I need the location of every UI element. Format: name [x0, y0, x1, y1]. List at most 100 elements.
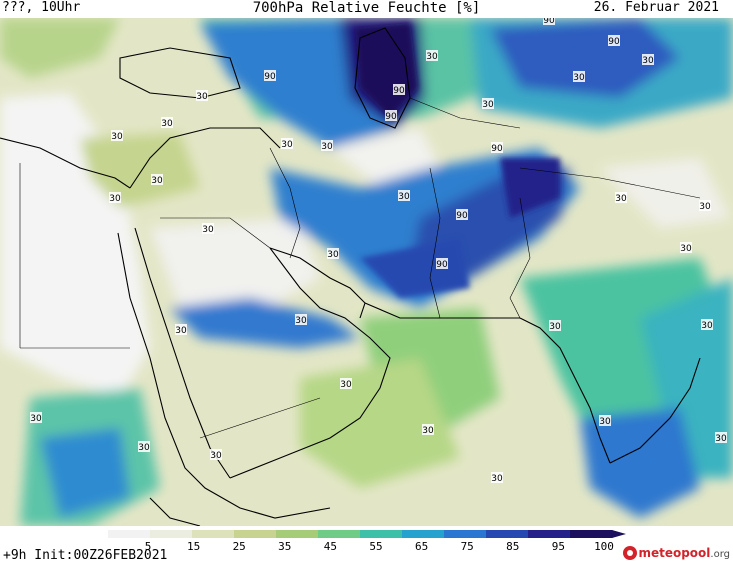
contour-label: 90 [608, 35, 620, 47]
contour-label-text: 30 [196, 92, 208, 102]
contour-label-bg [699, 200, 711, 211]
contour-label-text: 30 [615, 194, 627, 204]
contour-label: 90 [436, 258, 448, 270]
colorbar-swatch [108, 530, 151, 538]
humid-core-afghan [500, 158, 560, 218]
contour-label-text: 30 [491, 474, 503, 484]
colorbar-end-arrow [612, 530, 626, 538]
contour-label: 90 [491, 142, 503, 154]
contour-label: 30 [549, 320, 561, 332]
contour-label-text: 90 [393, 86, 405, 96]
contour-label-bg [111, 130, 123, 141]
border-saudi-north [160, 217, 271, 249]
coast-india-east [609, 357, 701, 464]
contour-label-text: 30 [340, 380, 352, 390]
contour-label-text: 30 [295, 316, 307, 326]
border-iran-afghan [429, 167, 441, 319]
contour-label-text: 30 [111, 132, 123, 142]
contour-label: 30 [715, 432, 727, 444]
contour-label-bg [109, 192, 121, 203]
brand-logo[interactable]: meteopool.org [623, 546, 730, 560]
header-date: 26. Februar 2021 [593, 0, 719, 15]
colorbar-swatch [234, 530, 277, 538]
contour-label-bg [175, 324, 187, 335]
colorbar-tick-label: 5 [144, 540, 152, 553]
contour-label: 30 [30, 412, 42, 424]
contour-label-bg [456, 209, 468, 220]
contour-label: 30 [210, 449, 222, 461]
contour-label-text: 90 [543, 18, 555, 26]
humid-zone-northwest [0, 18, 120, 78]
contour-label: 90 [543, 18, 555, 26]
contour-label-text: 90 [608, 37, 620, 47]
contour-label-bg [573, 71, 585, 82]
contour-label-bg [482, 98, 494, 109]
contour-label: 30 [161, 117, 173, 129]
humid-zone-arabia-band [170, 298, 360, 348]
humid-zone-east-core [490, 18, 680, 98]
contour-label-text: 30 [202, 225, 214, 235]
brand-logo-icon [623, 546, 638, 560]
contour-label-bg [543, 18, 555, 25]
contour-label-text: 30 [281, 140, 293, 150]
contour-label-bg [615, 192, 627, 203]
colorbar-tick-label: 55 [369, 540, 383, 553]
contour-label-text: 30 [30, 414, 42, 424]
contour-label: 30 [422, 424, 434, 436]
contour-label: 30 [642, 54, 654, 66]
init-time-label: +9h Init:00Z26FEB2021 [3, 548, 168, 563]
contour-label-text: 30 [321, 142, 333, 152]
colorbar-swatch [402, 530, 445, 538]
contour-label-text: 30 [327, 250, 339, 260]
contour-label: 30 [196, 90, 208, 102]
colorbar-swatch [318, 530, 361, 538]
colorbar-tick-label: 15 [186, 540, 201, 553]
coast-mediterranean [0, 137, 131, 189]
colorbar-swatch [192, 530, 235, 538]
contour-label: 90 [393, 84, 405, 96]
contour-label: 30 [573, 71, 585, 83]
contour-label: 30 [340, 378, 352, 390]
contour-label: 30 [281, 138, 293, 150]
contour-label-text: 30 [398, 192, 410, 202]
colorbar-swatch [360, 530, 403, 538]
border-caspian-east [409, 97, 521, 129]
contour-label-text: 30 [701, 321, 713, 331]
contour-label: 30 [321, 140, 333, 152]
contour-label-bg [138, 441, 150, 452]
contour-label: 30 [151, 174, 163, 186]
contour-label-text: 30 [138, 443, 150, 453]
colorbar-tick-label: 35 [278, 540, 292, 553]
contour-label: 30 [398, 190, 410, 202]
contour-label-bg [281, 138, 293, 149]
coast-red-sea-west [117, 232, 331, 519]
humid-core-oman [360, 238, 470, 298]
humidity-map: 90 90 90 90 90 90 90 90 30 30 30 30 30 30 30 30 30 30 30 30… [0, 18, 733, 526]
contour-label-text: 30 [482, 100, 494, 110]
contour-label-bg [340, 378, 352, 389]
contour-label: 90 [385, 110, 397, 122]
humid-zone-india-blob [580, 408, 700, 518]
colorbar-swatch [528, 530, 571, 538]
contour-label-bg [491, 472, 503, 483]
colorbar-tick-label: 95 [551, 540, 566, 553]
contour-label-text: 90 [436, 260, 448, 270]
contour-label-bg [426, 50, 438, 61]
humid-zone-horn [40, 428, 130, 518]
contour-label-text: 30 [161, 119, 173, 129]
contour-label-text: 30 [175, 326, 187, 336]
contour-label-bg [264, 70, 276, 81]
contour-label: 30 [491, 472, 503, 484]
contour-label-bg [385, 110, 397, 121]
colorbar-swatch [150, 530, 193, 538]
contour-label-text: 90 [385, 112, 397, 122]
contour-label: 30 [701, 319, 713, 331]
coast-persian-gulf [269, 247, 366, 319]
moist-zone-arabian-sea [300, 358, 460, 488]
colorbar-tick-label: 65 [414, 540, 429, 553]
coast-horn [149, 497, 201, 526]
dry-zone-arabia [150, 218, 320, 318]
contour-label-text: 90 [491, 144, 503, 154]
contour-label-text: 30 [599, 417, 611, 427]
contour-label-text: 30 [699, 202, 711, 212]
